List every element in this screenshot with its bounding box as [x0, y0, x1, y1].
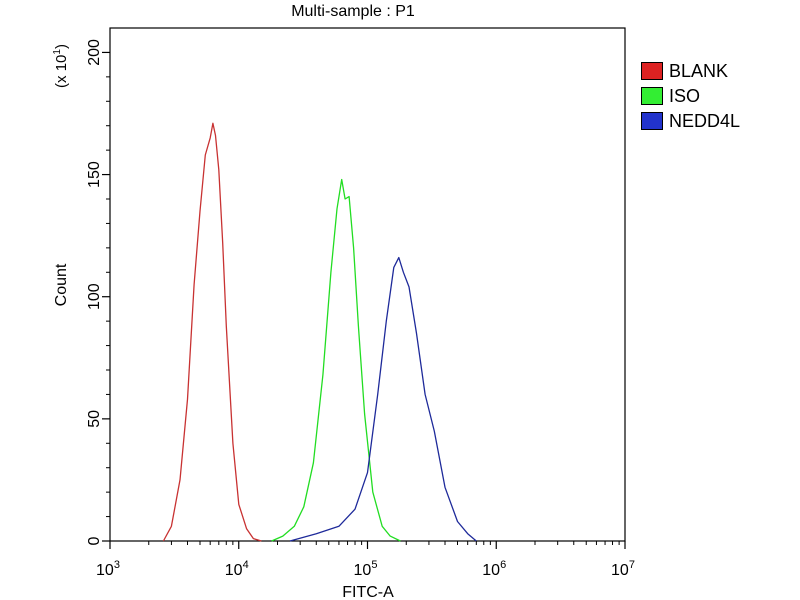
series-line-nedd4l [289, 256, 477, 542]
curves-group [162, 122, 477, 542]
y-tick-label: 50 [86, 410, 103, 428]
legend-item-blank: BLANK [641, 58, 740, 83]
y-tick-label: 100 [86, 283, 103, 310]
series-line-blank [162, 122, 262, 542]
y-multiplier-text: (x 10 [53, 55, 70, 88]
x-tick-base: 10 [354, 562, 372, 579]
y-axis-label: Count [53, 263, 70, 306]
legend-swatch-nedd4l [641, 111, 663, 130]
legend-swatch-iso [641, 86, 663, 105]
x-tick-exp: 6 [500, 559, 506, 571]
x-tick-label: 106 [482, 559, 506, 579]
y-axis-ticks: 0 50 100 150 200 [86, 39, 110, 545]
y-tick-label: 150 [86, 161, 103, 188]
x-tick-label: 103 [96, 559, 120, 579]
plot-frame [109, 27, 626, 542]
chart-title: Multi-sample : P1 [291, 3, 415, 20]
x-tick-label: 104 [225, 559, 249, 579]
x-tick-exp: 7 [629, 559, 635, 571]
series-line-iso [271, 178, 401, 542]
legend-label-nedd4l: NEDD4L [669, 110, 741, 131]
legend-label-blank: BLANK [669, 60, 729, 81]
legend: BLANK ISO NEDD4L [641, 58, 740, 133]
legend-label-iso: ISO [669, 85, 701, 106]
x-tick-exp: 3 [114, 559, 120, 571]
x-tick-label: 105 [354, 559, 378, 579]
x-axis-ticks: 103 104 105 106 107 [96, 541, 635, 579]
y-tick-label: 200 [86, 39, 103, 66]
x-tick-base: 10 [611, 562, 629, 579]
x-tick-label: 107 [611, 559, 635, 579]
legend-swatch-blank [641, 61, 663, 80]
y-tick-label: 0 [86, 536, 103, 545]
y-multiplier-label: (x 101) [52, 44, 70, 88]
y-multiplier-close: ) [53, 44, 70, 49]
y-multiplier-exp: 1 [52, 49, 63, 55]
x-tick-exp: 5 [371, 559, 377, 571]
legend-item-nedd4l: NEDD4L [641, 108, 740, 133]
legend-item-iso: ISO [641, 83, 740, 108]
x-tick-base: 10 [96, 562, 114, 579]
x-tick-base: 10 [482, 562, 500, 579]
x-tick-exp: 4 [243, 559, 249, 571]
x-tick-base: 10 [225, 562, 243, 579]
x-axis-label: FITC-A [342, 584, 394, 600]
